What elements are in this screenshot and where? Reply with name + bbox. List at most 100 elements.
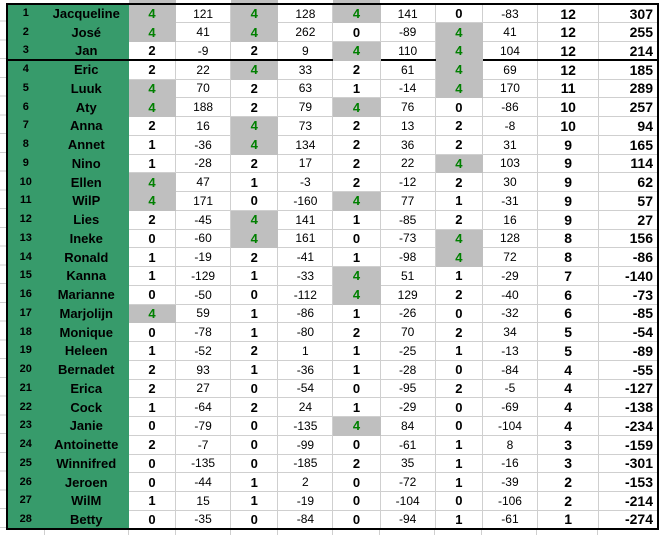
total-points-cell[interactable]: -86 [598,247,659,267]
player-name-cell[interactable]: Betty [44,510,129,530]
round3-points-cell[interactable]: 36 [380,135,436,155]
total-points-cell[interactable]: 289 [598,79,659,99]
round1-score-cell[interactable]: 1 [128,491,177,511]
player-name-cell[interactable]: Antoinette [44,435,129,455]
total-score-cell[interactable]: 4 [537,397,600,417]
round2-score-cell[interactable]: 1 [230,172,279,192]
round1-score-cell[interactable]: 0 [128,454,177,474]
total-points-cell[interactable]: 165 [598,135,659,155]
round3-points-cell[interactable]: -26 [380,304,436,324]
round2-points-cell[interactable]: -99 [277,435,334,455]
round1-points-cell[interactable]: 22 [175,60,232,80]
round2-points-cell[interactable]: 262 [277,22,334,42]
round1-points-cell[interactable]: 70 [175,79,232,99]
round4-points-cell[interactable]: -39 [482,472,539,492]
round3-points-cell[interactable]: -104 [380,491,436,511]
round3-score-cell[interactable]: 4 [332,416,381,436]
round1-score-cell[interactable]: 2 [128,41,177,62]
round4-score-cell[interactable]: 1 [435,454,483,474]
round1-score-cell[interactable]: 1 [128,341,177,361]
round4-points-cell[interactable]: -61 [482,510,539,530]
round3-points-cell[interactable]: -85 [380,210,436,230]
round4-score-cell[interactable]: 2 [435,135,483,155]
total-score-cell[interactable]: 9 [537,154,600,174]
round1-score-cell[interactable]: 0 [128,510,177,530]
round2-points-cell[interactable]: -19 [277,491,334,511]
round2-score-cell[interactable]: 1 [230,266,279,286]
round1-points-cell[interactable]: 16 [175,116,232,136]
round4-score-cell[interactable]: 0 [435,491,483,511]
round4-points-cell[interactable]: 8 [482,435,539,455]
round4-points-cell[interactable]: -5 [482,379,539,399]
round4-score-cell[interactable]: 2 [435,322,483,342]
round2-score-cell[interactable]: 2 [230,341,279,361]
round1-score-cell[interactable]: 1 [128,135,177,155]
total-score-cell[interactable]: 10 [537,116,600,136]
round2-score-cell[interactable]: 4 [230,4,279,24]
round3-points-cell[interactable]: -25 [380,341,436,361]
player-name-cell[interactable]: José [44,22,129,42]
player-name-cell[interactable]: Marjolijn [44,304,129,324]
round2-points-cell[interactable]: -41 [277,247,334,267]
round4-points-cell[interactable]: -31 [482,191,539,211]
round4-points-cell[interactable]: -104 [482,416,539,436]
player-name-cell[interactable]: Jan [44,41,129,62]
round1-score-cell[interactable]: 0 [128,416,177,436]
total-score-cell[interactable]: 10 [537,97,600,117]
round2-points-cell[interactable]: 79 [277,97,334,117]
round4-points-cell[interactable]: -86 [482,97,539,117]
round4-score-cell[interactable]: 1 [435,510,483,530]
round3-score-cell[interactable]: 2 [332,116,381,136]
round2-score-cell[interactable]: 1 [230,322,279,342]
round2-points-cell[interactable]: -84 [277,510,334,530]
rank-cell[interactable]: 19 [7,341,45,361]
total-points-cell[interactable]: 114 [598,154,659,174]
round2-score-cell[interactable]: 4 [230,135,279,155]
rank-cell[interactable]: 8 [7,135,45,155]
round2-points-cell[interactable]: 73 [277,116,334,136]
round2-points-cell[interactable]: -36 [277,360,334,380]
round2-points-cell[interactable]: 141 [277,210,334,230]
total-points-cell[interactable]: 214 [598,41,659,62]
rank-cell[interactable]: 4 [7,60,45,80]
player-name-cell[interactable]: Kanna [44,266,129,286]
round1-points-cell[interactable]: 171 [175,191,232,211]
round3-score-cell[interactable]: 4 [332,191,381,211]
round3-points-cell[interactable]: 70 [380,322,436,342]
round4-score-cell[interactable]: 0 [435,304,483,324]
round3-score-cell[interactable]: 4 [332,266,381,286]
round3-score-cell[interactable]: 0 [332,472,381,492]
round1-points-cell[interactable]: 27 [175,379,232,399]
round2-points-cell[interactable]: 1 [277,341,334,361]
round4-points-cell[interactable]: -84 [482,360,539,380]
total-points-cell[interactable]: -301 [598,454,659,474]
total-score-cell[interactable]: 9 [537,210,600,230]
round3-points-cell[interactable]: -12 [380,172,436,192]
total-score-cell[interactable]: 6 [537,304,600,324]
round1-score-cell[interactable]: 1 [128,247,177,267]
total-points-cell[interactable]: 185 [598,60,659,80]
round3-points-cell[interactable]: 51 [380,266,436,286]
round4-points-cell[interactable]: 30 [482,172,539,192]
round3-points-cell[interactable]: 84 [380,416,436,436]
round4-score-cell[interactable]: 1 [435,341,483,361]
round2-points-cell[interactable]: 128 [277,4,334,24]
round4-points-cell[interactable]: 34 [482,322,539,342]
player-name-cell[interactable]: Jacqueline [44,4,129,24]
rank-cell[interactable]: 10 [7,172,45,192]
round1-score-cell[interactable]: 4 [128,172,177,192]
rank-cell[interactable]: 23 [7,416,45,436]
round2-points-cell[interactable]: 2 [277,472,334,492]
round2-score-cell[interactable]: 1 [230,472,279,492]
player-name-cell[interactable]: Lies [44,210,129,230]
round1-score-cell[interactable]: 0 [128,322,177,342]
total-score-cell[interactable]: 11 [537,79,600,99]
total-score-cell[interactable]: 2 [537,472,600,492]
player-name-cell[interactable]: Cock [44,397,129,417]
round4-points-cell[interactable]: 16 [482,210,539,230]
round3-score-cell[interactable]: 2 [332,322,381,342]
round4-points-cell[interactable]: 72 [482,247,539,267]
round4-points-cell[interactable]: -83 [482,4,539,24]
total-score-cell[interactable]: 7 [537,266,600,286]
total-points-cell[interactable]: -234 [598,416,659,436]
